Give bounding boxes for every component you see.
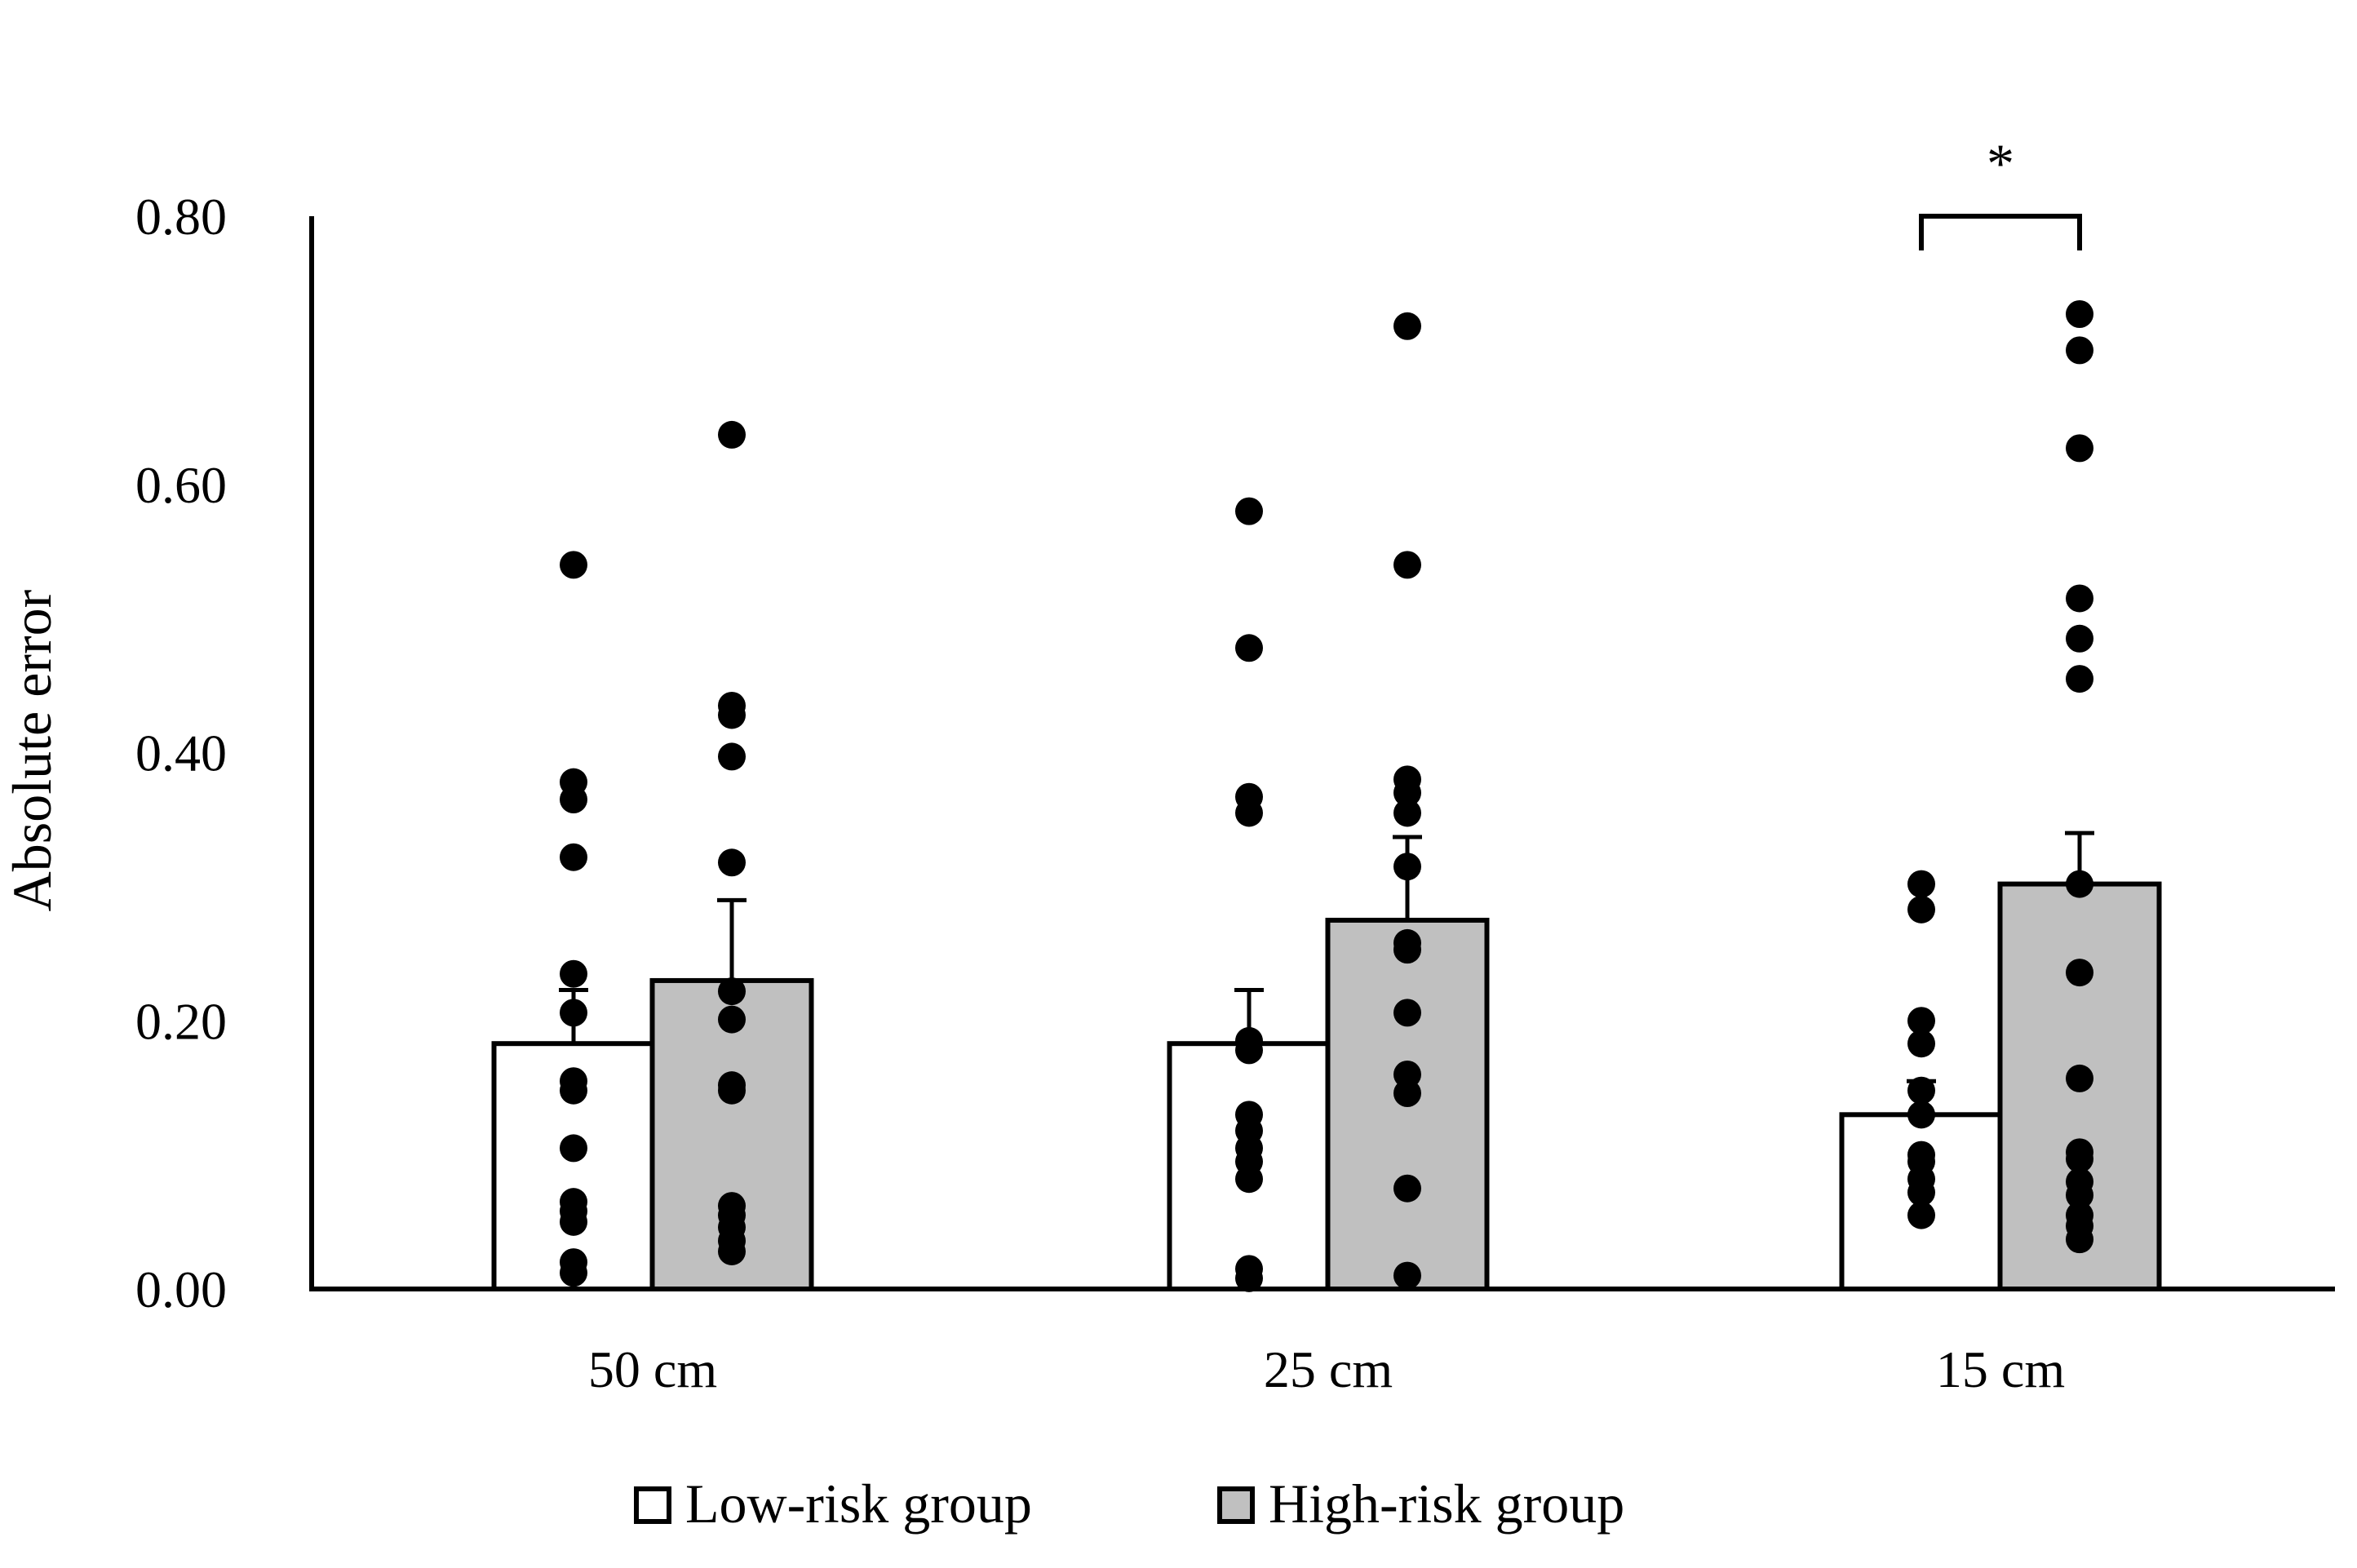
data-point [2066,1225,2093,1254]
data-point [1907,1178,1935,1207]
y-tick-label: 0.00 [135,1260,227,1318]
data-point [718,977,746,1006]
y-tick-label: 0.20 [135,992,227,1050]
data-point [560,1076,587,1105]
data-point [1393,1174,1421,1203]
data-point [2066,1145,2093,1173]
data-point [560,786,587,814]
x-tick-label: 25 cm [1264,1340,1393,1398]
x-tick-label: 15 cm [1936,1340,2065,1398]
y-tick-label: 0.60 [135,456,227,514]
data-point [718,1005,746,1034]
legend-label-low-risk: Low-risk group [685,1473,1032,1535]
legend-swatch-high-risk [1217,1486,1255,1524]
significance-bracket [1919,214,2082,250]
data-point [2066,299,2093,328]
y-axis-title: Absolute error [1,589,63,911]
data-point [718,1237,746,1265]
legend-swatch-low-risk [634,1486,671,1524]
data-point [1235,1036,1263,1065]
data-point [560,843,587,871]
data-point [1907,1201,1935,1229]
data-point [1393,999,1421,1027]
data-point [1907,1101,1935,1129]
x-tick-label: 50 cm [588,1340,717,1398]
data-point [1235,1165,1263,1194]
data-point [1907,1076,1935,1105]
data-point [1393,1261,1421,1290]
data-point [1907,895,1935,924]
data-point [718,848,746,877]
data-point [560,1134,587,1163]
y-tick-label: 0.40 [135,724,227,782]
data-point [560,959,587,988]
axes [309,216,2335,1291]
data-point [2066,584,2093,613]
data-point [718,420,746,449]
data-point [1235,497,1263,525]
data-point [1393,853,1421,881]
data-point [1393,799,1421,827]
data-point [2066,434,2093,463]
significance-marker: * [1987,132,2014,194]
legend: Low-risk group High-risk group [634,1473,1624,1535]
data-point [2066,870,2093,898]
data-point [560,999,587,1027]
points-layer [560,299,2093,1292]
y-axis: 0.00 0.20 0.40 0.60 0.80 [135,188,227,1318]
data-point [1907,1007,1935,1035]
data-point [2066,1180,2093,1209]
data-point [560,1259,587,1287]
data-point [560,1207,587,1236]
data-point [718,1076,746,1105]
data-point [560,551,587,579]
data-point [1235,634,1263,662]
data-point [1907,870,1935,898]
data-point [1393,1079,1421,1108]
legend-label-high-risk: High-risk group [1269,1473,1624,1535]
data-point [1235,799,1263,827]
data-point [718,701,746,729]
data-point [2066,665,2093,693]
data-point [1393,936,1421,964]
data-point [2066,959,2093,987]
y-tick-label: 0.80 [135,188,227,246]
data-point [2066,1064,2093,1092]
data-point [1907,1030,1935,1058]
significance-annotations: * [1919,132,2082,250]
data-point [1235,1264,1263,1292]
x-axis-labels: 50 cm 25 cm 15 cm [588,1340,2065,1398]
data-point [1393,312,1421,340]
data-point [2066,336,2093,365]
data-point [2066,624,2093,653]
data-point [1393,551,1421,579]
data-point [1393,778,1421,807]
data-point [718,742,746,771]
